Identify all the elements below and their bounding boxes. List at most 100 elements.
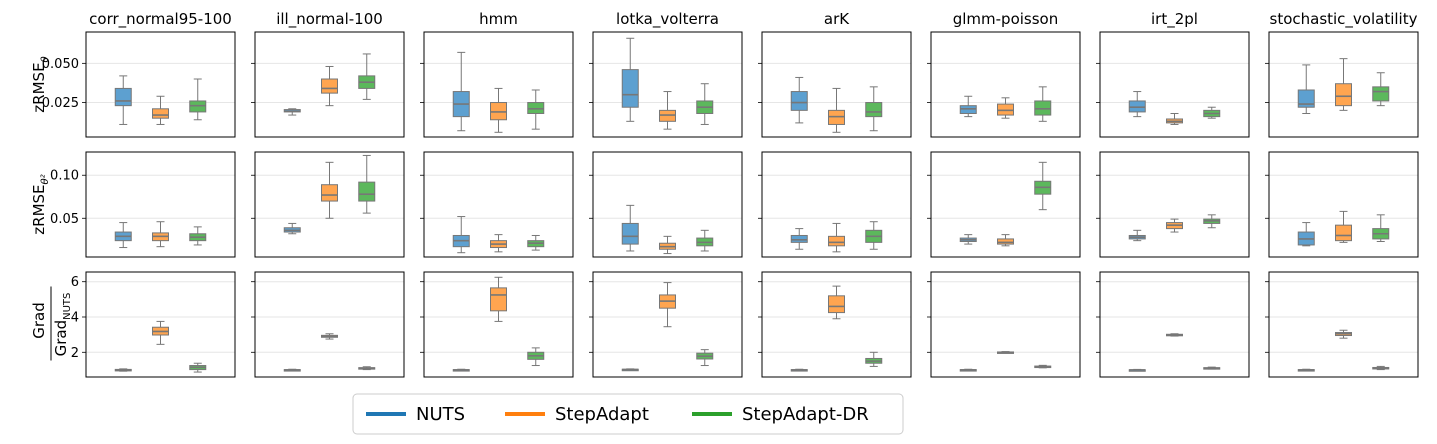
y-tick-label: 0.10 bbox=[50, 169, 79, 184]
box-stepadapt-dr bbox=[1372, 214, 1390, 243]
box-stepadapt bbox=[659, 235, 676, 255]
panel-frame bbox=[423, 151, 574, 258]
box-stepadapt-dr bbox=[1203, 106, 1221, 119]
panel-frame bbox=[592, 151, 743, 258]
box-body bbox=[997, 238, 1014, 245]
legend-label: StepAdapt bbox=[555, 404, 649, 425]
box-nuts bbox=[114, 75, 132, 125]
panel-background bbox=[1100, 152, 1249, 257]
box-stepadapt bbox=[152, 320, 169, 345]
panel bbox=[251, 271, 405, 378]
box-nuts bbox=[1297, 368, 1315, 372]
box-stepadapt-dr bbox=[1203, 214, 1221, 229]
legend: NUTS StepAdapt StepAdapt-DR bbox=[352, 393, 904, 435]
panel bbox=[1265, 271, 1419, 378]
panel bbox=[927, 151, 1081, 258]
panel: 2 4 6 bbox=[71, 271, 236, 378]
panel bbox=[589, 151, 743, 258]
box-stepadapt-dr bbox=[696, 83, 714, 125]
box-nuts bbox=[452, 216, 470, 254]
box-stepadapt-dr bbox=[358, 53, 376, 100]
box-stepadapt bbox=[321, 65, 338, 107]
panel-frame bbox=[254, 151, 405, 258]
box-stepadapt bbox=[490, 87, 507, 133]
box-nuts bbox=[452, 368, 470, 372]
box-nuts bbox=[1128, 368, 1146, 372]
panel-frame bbox=[85, 151, 236, 258]
y-tick-label: 4 bbox=[71, 311, 79, 326]
panel-frame bbox=[254, 271, 405, 378]
box-nuts bbox=[114, 368, 132, 372]
row-label-numerator: Grad bbox=[30, 302, 48, 339]
box-stepadapt-dr bbox=[865, 351, 883, 367]
box-body bbox=[321, 184, 338, 202]
box-stepadapt bbox=[1166, 112, 1183, 125]
box-stepadapt bbox=[659, 91, 676, 130]
column-title: hmm bbox=[479, 10, 518, 28]
box-stepadapt bbox=[1166, 218, 1183, 233]
panel: 0.05 0.10 bbox=[50, 151, 236, 258]
box-body bbox=[828, 295, 845, 314]
box-nuts bbox=[452, 51, 470, 132]
panel-frame bbox=[592, 271, 743, 378]
box-body bbox=[621, 69, 639, 108]
column-title: lotka_volterra bbox=[616, 10, 719, 29]
box-nuts bbox=[959, 368, 977, 372]
box-stepadapt bbox=[828, 87, 845, 133]
panel-frame bbox=[930, 271, 1081, 378]
box-stepadapt-dr bbox=[696, 229, 714, 252]
panel: 0.025 0.050 bbox=[42, 31, 236, 138]
row-label-subscript: θ² bbox=[40, 174, 51, 184]
box-stepadapt-dr bbox=[358, 366, 376, 371]
panel-frame bbox=[930, 31, 1081, 138]
panel bbox=[589, 271, 743, 378]
row-label: Grad GradNUTS bbox=[30, 286, 73, 361]
box-stepadapt bbox=[1335, 329, 1352, 339]
box-stepadapt bbox=[490, 234, 507, 253]
row-labels: zRMSEθ zRMSEθ² Grad GradNUTS bbox=[30, 56, 73, 361]
box-body bbox=[1335, 224, 1352, 242]
box-stepadapt bbox=[490, 276, 507, 322]
panel bbox=[758, 271, 912, 378]
panel bbox=[589, 31, 743, 138]
panel bbox=[927, 271, 1081, 378]
box-stepadapt bbox=[152, 221, 169, 248]
box-stepadapt-dr bbox=[1034, 86, 1052, 122]
panel bbox=[420, 31, 574, 138]
panel-frame bbox=[1099, 151, 1250, 258]
box-nuts bbox=[283, 222, 301, 235]
panel bbox=[758, 31, 912, 138]
row-label-subscript: NUTS bbox=[62, 293, 73, 320]
box-nuts bbox=[283, 368, 301, 372]
box-stepadapt bbox=[828, 285, 845, 320]
panel-frame bbox=[423, 31, 574, 138]
box-nuts bbox=[114, 222, 132, 249]
panel bbox=[927, 31, 1081, 138]
box-stepadapt-dr bbox=[865, 86, 883, 132]
panel bbox=[1096, 271, 1250, 378]
panel-frame bbox=[1099, 271, 1250, 378]
panel bbox=[251, 151, 405, 258]
panel-background bbox=[931, 32, 1080, 137]
legend-item: StepAdapt-DR bbox=[692, 404, 869, 425]
box-stepadapt-dr bbox=[189, 226, 207, 246]
box-nuts bbox=[790, 368, 808, 372]
box-body bbox=[490, 287, 507, 312]
panel-frame bbox=[254, 31, 405, 138]
box-stepadapt bbox=[321, 333, 338, 340]
column-title: irt_2pl bbox=[1151, 10, 1198, 29]
panel-frame bbox=[85, 31, 236, 138]
panel bbox=[251, 31, 405, 138]
panel bbox=[1265, 31, 1419, 138]
panel-frame bbox=[1268, 31, 1419, 138]
box-stepadapt bbox=[1335, 58, 1352, 111]
box-body bbox=[358, 181, 376, 202]
panel-background bbox=[1100, 272, 1249, 377]
legend-label: NUTS bbox=[416, 404, 465, 425]
y-tick-label: 0.025 bbox=[42, 96, 79, 111]
box-body bbox=[152, 108, 169, 119]
box-stepadapt bbox=[1166, 333, 1183, 337]
panel-background bbox=[1269, 272, 1418, 377]
box-stepadapt-dr bbox=[358, 154, 376, 214]
legend-frame bbox=[352, 393, 904, 435]
